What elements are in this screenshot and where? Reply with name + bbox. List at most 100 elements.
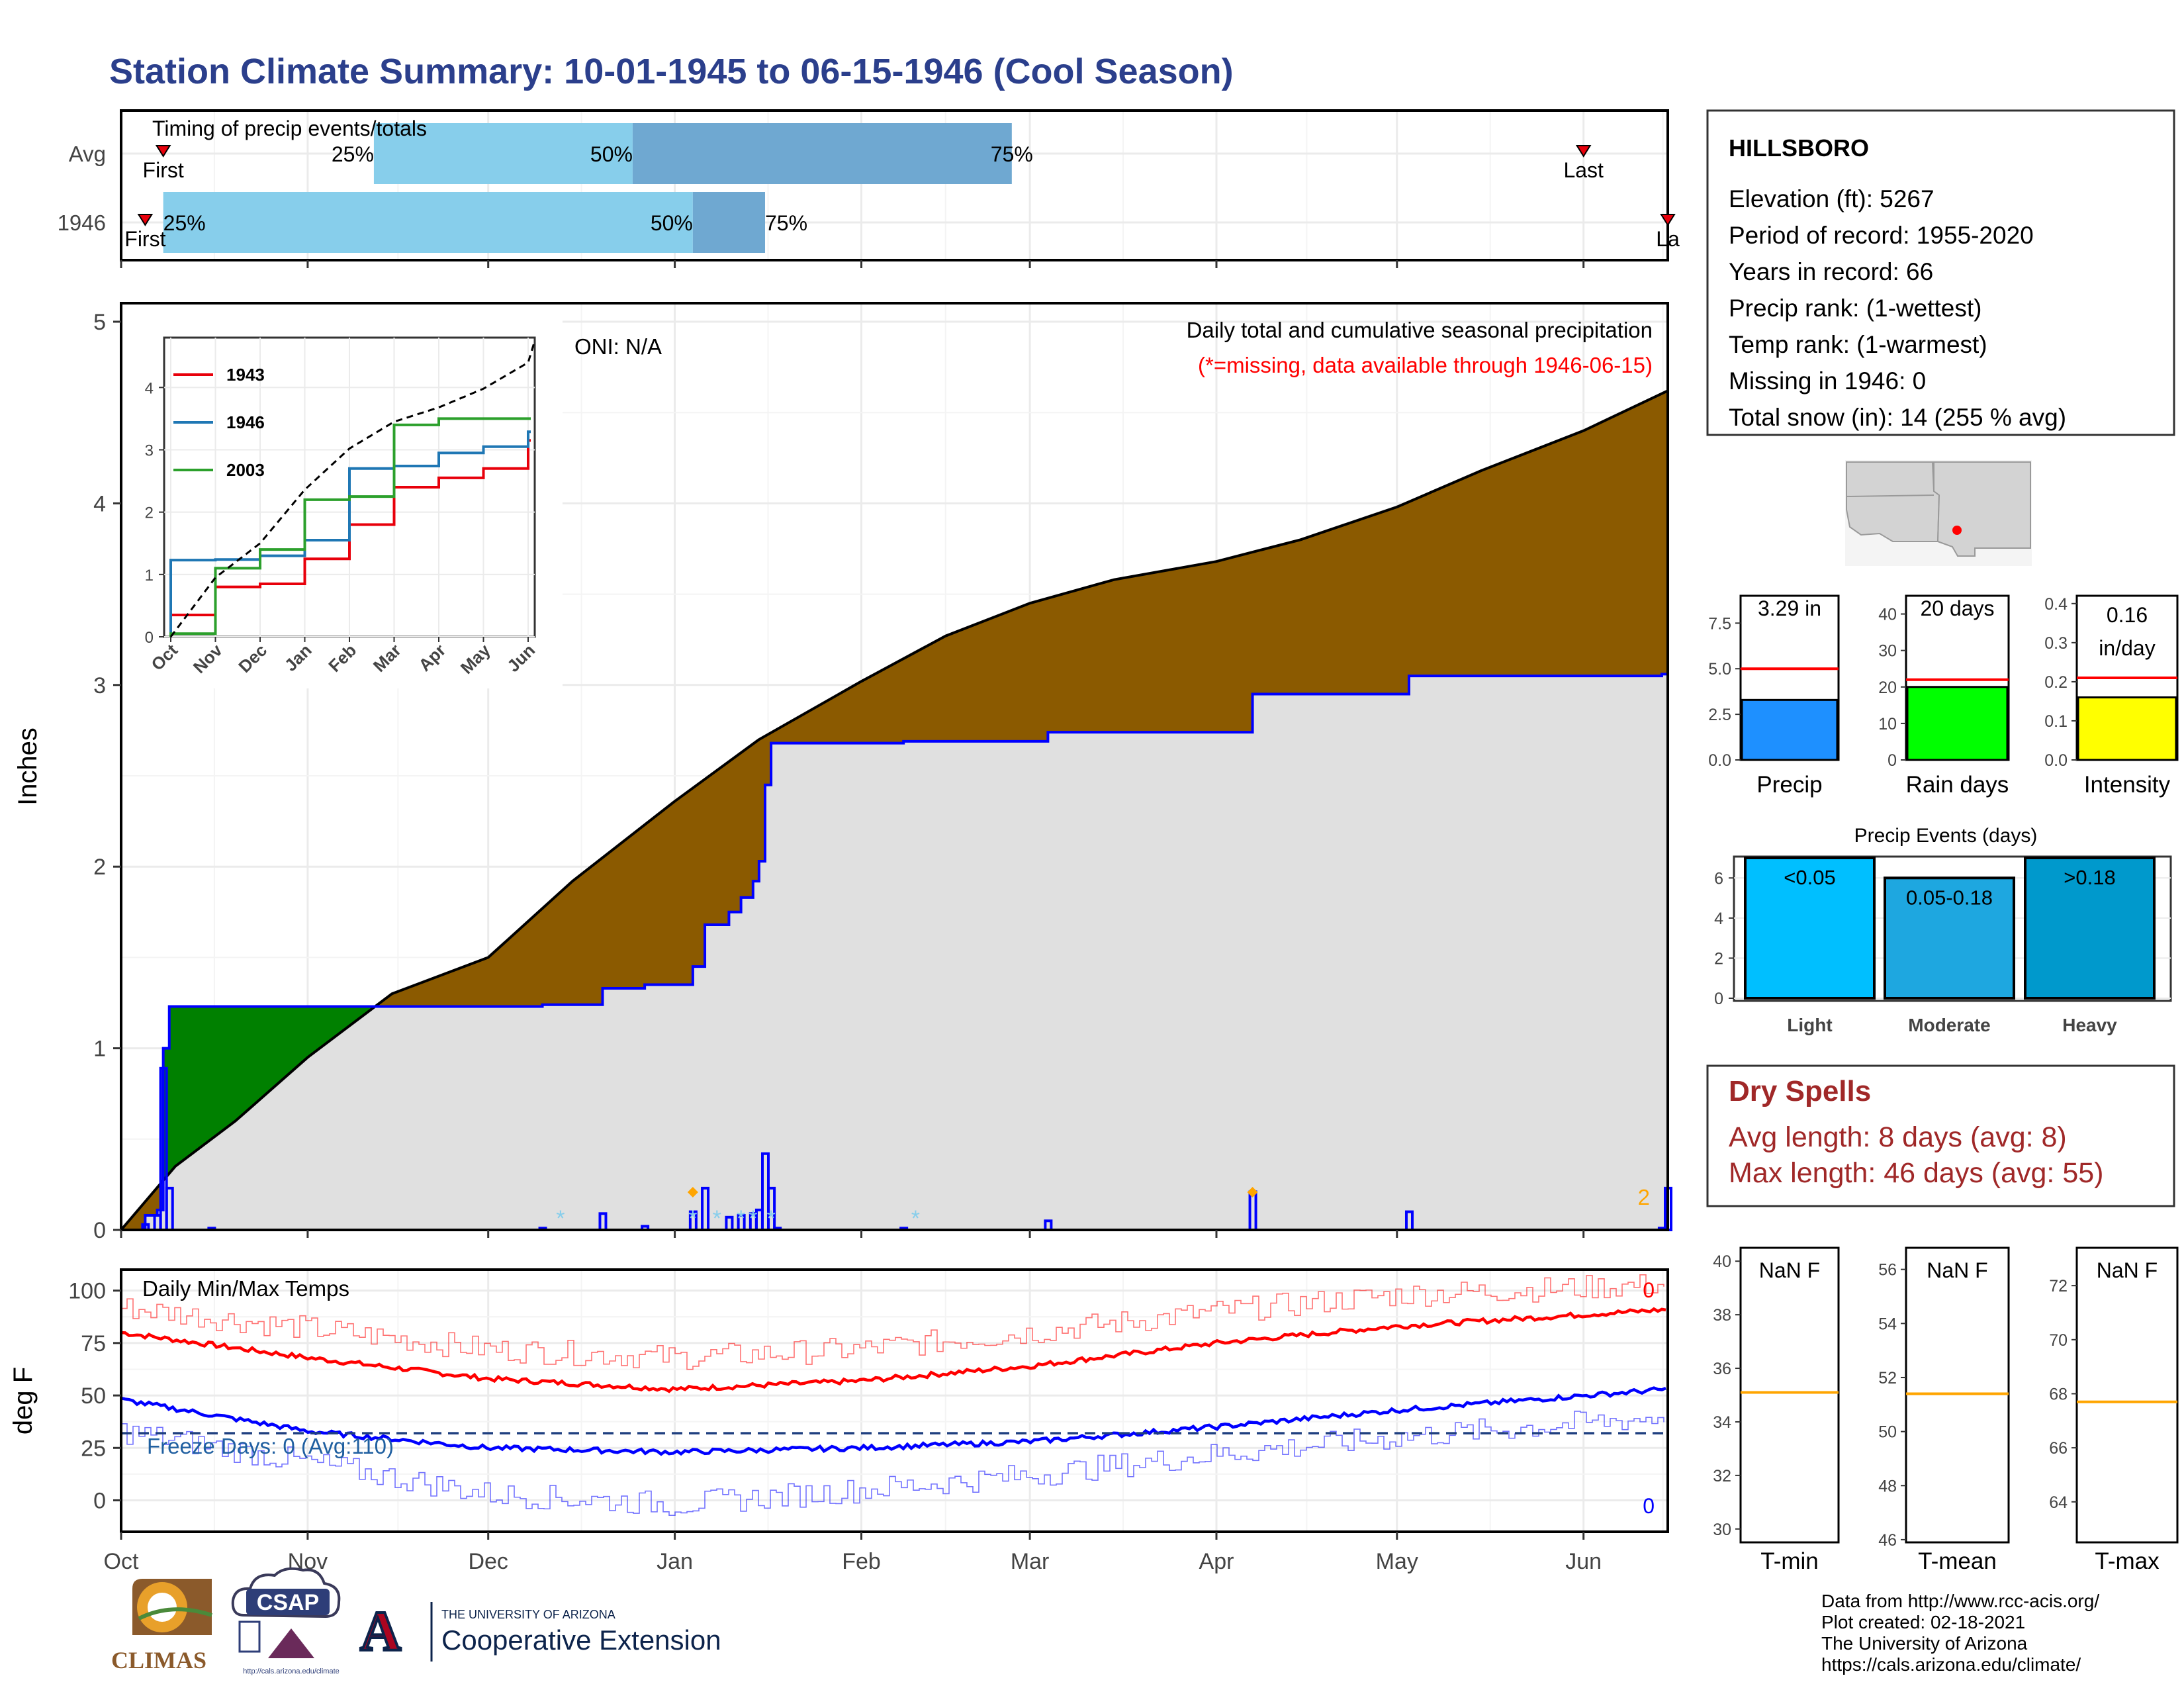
events-title: Precip Events (days) (1854, 825, 2038, 847)
inset-lines (169, 340, 536, 637)
temp-box-label: T-max (2095, 1548, 2160, 1574)
temp-box-ytick-label: 56 (1878, 1261, 1897, 1280)
first-marker-1946 (137, 214, 154, 226)
timing-panel-frame (120, 109, 1669, 261)
precip-chart-title: Daily total and cumulative seasonal prec… (1187, 318, 1653, 342)
first-label-Avg: First (143, 158, 184, 182)
timing-bar-25-50-Avg (373, 123, 633, 184)
temp-ytick-label: 75 (81, 1331, 106, 1356)
last-label-Avg: Last (1563, 158, 1604, 182)
observed-cumulative-line (121, 632, 1669, 1231)
temp-box-ytick-label: 40 (1713, 1252, 1731, 1271)
precip-corner-count: 2 (1638, 1185, 1650, 1209)
climas-logo-ring (148, 1593, 177, 1622)
csap-grid-icon (238, 1620, 261, 1653)
footer-line-org: The University of Arizona (1821, 1633, 2028, 1654)
temp-box-frame (1739, 1246, 1840, 1544)
precip-ytick-label: 5 (93, 310, 106, 335)
precip-ytick-label: 4 (93, 491, 106, 516)
csap-url: http://cals.arizona.edu/climate (243, 1667, 340, 1675)
month-label-Apr: Apr (1199, 1549, 1234, 1574)
station-line-period: Period of record: 1955-2020 (1729, 222, 2034, 249)
inset-line-average (169, 340, 536, 637)
precip-x-ticks (120, 260, 1585, 1238)
bar-ytick-label: 20 (1878, 679, 1897, 697)
temp-box-ytick-label: 50 (1878, 1423, 1897, 1442)
snow-marker: * (556, 1206, 565, 1231)
climas-logo: CLIMAS (111, 1579, 212, 1673)
temp-max-count: 0 (1643, 1278, 1655, 1302)
bar-axis-label: Rain days (1906, 772, 2009, 798)
station-line-years: Years in record: 66 (1729, 258, 1933, 285)
precip-y-axis: 0 1 2 3 4 5 (93, 310, 121, 1243)
map-border-line (1846, 494, 1934, 497)
temp-box-frame (2075, 1246, 2179, 1544)
bar-ytick-label: 7.5 (1708, 614, 1731, 633)
temp-ytick-label: 25 (81, 1436, 106, 1461)
timing-panel: Timing of precip events/totals Avg 1946 … (58, 109, 1680, 261)
ua-cooperative-extension-logo: A THE UNIVERSITY OF ARIZONA Cooperative … (359, 1598, 721, 1664)
page-title: Station Climate Summary: 10-01-1945 to 0… (109, 52, 1234, 91)
events-category-label: Moderate (1908, 1015, 1990, 1035)
footer-line-data: Data from http://www.rcc-acis.org/ (1821, 1591, 2099, 1611)
ua-logo-block (361, 1607, 400, 1654)
temp-grid (120, 1270, 1668, 1532)
timing-bar-25-50-1946 (163, 192, 693, 253)
temp-box-ytick-label: 34 (1713, 1413, 1731, 1432)
bar-ytick-label: 0.0 (1708, 751, 1731, 770)
events-range-label: <0.05 (1784, 866, 1835, 889)
ua-logo-top-text: THE UNIVERSITY OF ARIZONA (441, 1608, 615, 1621)
csap-mountain (268, 1628, 314, 1658)
temp-x-axis: Oct Nov Dec Jan Feb Mar Apr May Jun (104, 1532, 1602, 1574)
bar-value-unit: in/day (2099, 636, 2155, 660)
temp-box-ytick-label: 70 (2049, 1331, 2068, 1350)
footer: Data from http://www.rcc-acis.org/ Plot … (111, 1567, 2099, 1675)
temp-ytick-label: 0 (93, 1488, 106, 1513)
bar-axis-label: Precip (1756, 772, 1822, 798)
timing-label-25-Avg: 25% (332, 142, 374, 166)
temp-line-avg-min (120, 1386, 1666, 1456)
temp-box-label: T-mean (1918, 1548, 1997, 1574)
temp-lines (120, 1274, 1668, 1516)
temp-box-ytick-label: 36 (1713, 1360, 1731, 1378)
temp-box-ytick-label: 72 (2049, 1277, 2068, 1295)
bar-axis-label: Intensity (2084, 772, 2171, 798)
inset-legend-label-1943: 1943 (226, 365, 265, 385)
freeze-days-label: Freeze Days: 0 (Avg:110) (147, 1434, 394, 1458)
bar-value-label: 20 days (1920, 596, 1994, 620)
precip-panel-frame (120, 302, 1669, 1231)
inset-ytick-label: 1 (145, 567, 154, 585)
temp-panel-bg (121, 1270, 1668, 1532)
bar-precip (1741, 698, 1839, 761)
station-line-snow: Total snow (in): 14 (255 % avg) (1729, 404, 2066, 431)
timing-label-50-1946: 50% (651, 211, 693, 235)
dry-spells-avg: Avg length: 8 days (avg: 8) (1729, 1121, 2067, 1153)
month-label-Jan: Jan (657, 1549, 693, 1574)
csap-logo: CSAP http://cals.arizona.edu/climate (231, 1567, 341, 1675)
events-ytick-label: 4 (1714, 910, 1723, 928)
timing-label-75-1946: 75% (765, 211, 807, 235)
events-ytick-label: 6 (1714, 869, 1723, 888)
dry-spells-title: Dry Spells (1729, 1075, 1871, 1107)
bar-ytick-label: 0 (1888, 751, 1897, 770)
footer-line-created: Plot created: 02-18-2021 (1821, 1612, 2025, 1632)
timing-bars (163, 123, 1012, 253)
station-line-missing: Missing in 1946: 0 (1729, 367, 1926, 395)
dry-spells-box: Dry Spells Avg length: 8 days (avg: 8) M… (1706, 1064, 2175, 1207)
climas-logo-swoosh (138, 1607, 212, 1620)
temp-min-count: 0 (1643, 1494, 1655, 1518)
temp-line-record-max (121, 1274, 1664, 1370)
temp-line-avg-max (120, 1307, 1666, 1393)
timing-row-avg-label: Avg (69, 142, 106, 166)
station-location-dot (1952, 526, 1962, 535)
event-marker (687, 1187, 698, 1197)
month-label-May: May (1376, 1549, 1418, 1574)
events-range-label: 0.05-0.18 (1906, 886, 1993, 909)
precip-ytick-label: 0 (93, 1218, 106, 1243)
bar-ytick-label: 0.4 (2044, 595, 2068, 614)
temp-box-t-min: 30 32 34 36 38 40 NaN F T-min (1713, 1246, 1840, 1574)
bar-ytick-label: 5.0 (1708, 660, 1731, 679)
precip-chart-subtitle: (*=missing, data available through 1946-… (1198, 353, 1653, 377)
temp-summary-panels: 30 32 34 36 38 40 NaN F T-min 46 48 50 52 54 56 NaN F T… (1713, 1246, 2179, 1574)
